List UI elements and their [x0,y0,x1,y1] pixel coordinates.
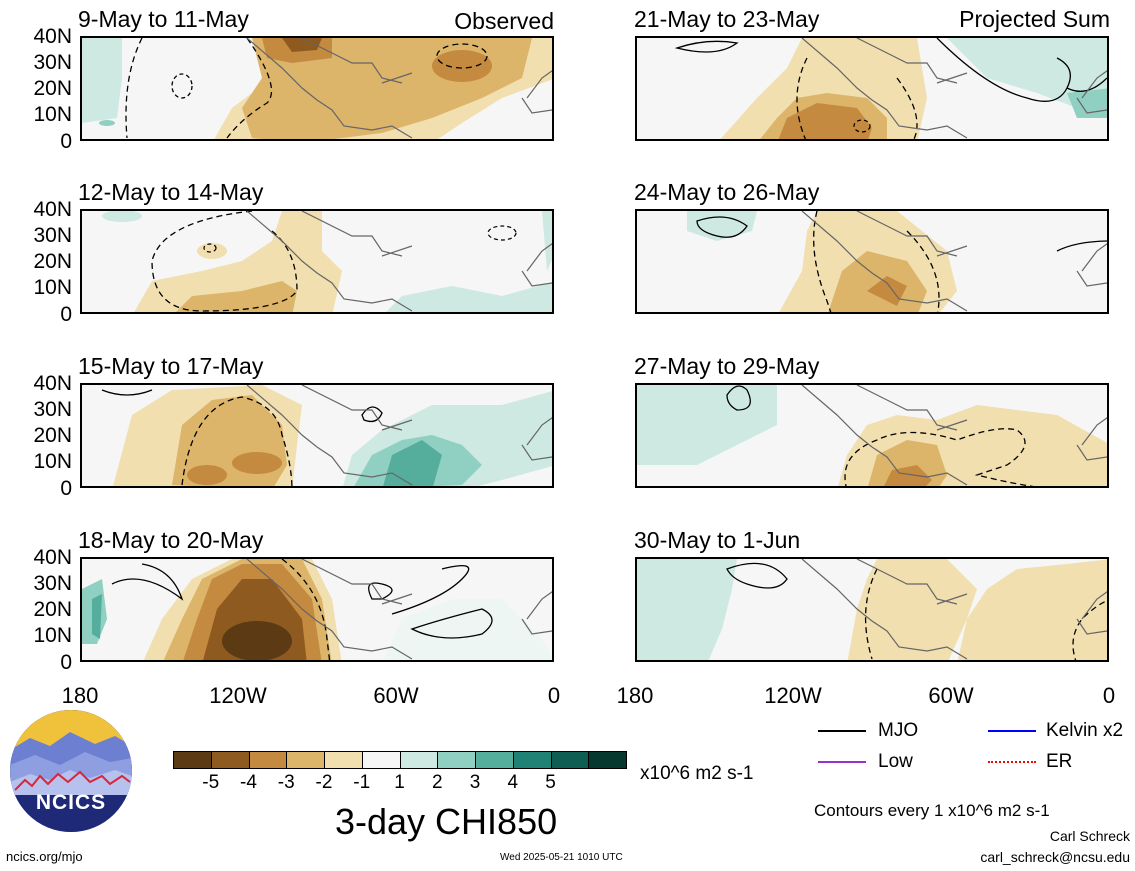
lon-label-60w: 60W [373,683,419,708]
colorbar-tick-label: 5 [545,772,556,793]
panel-1-title: 9-May to 11-May [78,6,249,32]
author-name: Carl Schreck [1049,828,1130,844]
panel-5-corner-label: Projected Sum [959,6,1110,32]
panel-3-title: 15-May to 17-May [78,353,264,379]
colorbar-swatch [286,751,325,769]
lat-label-0: 0 [60,303,72,326]
lat-label-20n: 20N [33,77,72,100]
colorbar-swatch [324,751,363,769]
legend-low-line [818,761,866,763]
colorbar-swatch [173,751,212,769]
lat-label-20n: 20N [33,424,72,447]
colorbar-tick-label: -1 [353,772,371,793]
legend-kelvin-label: Kelvin x2 [1046,720,1124,741]
lon-label-180: 180 [61,683,99,708]
legend-kelvin-line [988,730,1036,732]
colorbar-swatch [550,751,590,769]
panel-1-corner-label: Observed [454,8,554,34]
map-panel-7 [635,383,1109,488]
lat-label-30n: 30N [33,51,72,74]
colorbar-tick-label: -5 [202,772,220,793]
colorbar-tick-label: -3 [277,772,295,793]
lon-label-120w: 120W [764,683,822,708]
lat-label-30n: 30N [33,398,72,421]
lat-label-30n: 30N [33,224,72,247]
colorbar-swatch [361,751,401,769]
colorbar-swatch [475,751,514,769]
lat-label-0: 0 [60,130,72,153]
map-panel-6 [635,209,1109,314]
colorbar-tick-label: 4 [507,772,519,793]
ncics-logo[interactable]: NCICS [10,710,132,832]
lat-label-10n: 10N [33,276,72,299]
contour-note: Contours every 1 x10^6 m2 s-1 [814,801,1050,820]
lon-label-180: 180 [616,683,654,708]
legend-mjo-line [818,730,866,732]
author-email[interactable]: carl_schreck@ncsu.edu [980,849,1130,865]
panel-2-title: 12-May to 14-May [78,179,264,205]
lat-label-30n: 30N [33,572,72,595]
lat-label-10n: 10N [33,103,72,126]
lat-label-0: 0 [60,477,72,500]
lat-label-40n: 40N [33,25,72,48]
panel-8-title: 30-May to 1-Jun [634,527,801,553]
lon-label-120w: 120W [209,683,267,708]
map-panel-2 [80,209,554,314]
colorbar-units: x10^6 m2 s-1 [640,763,754,784]
map-panel-3 [80,383,554,488]
lon-label-0: 0 [1102,683,1116,708]
lon-label-60w: 60W [928,683,974,708]
colorbar-swatch [210,751,250,769]
panel-6-title: 24-May to 26-May [634,179,820,205]
panel-7-title: 27-May to 29-May [634,353,820,379]
map-panel-1 [80,36,554,141]
colorbar-swatch [437,751,476,769]
legend-er-line [988,761,1036,763]
lon-label-0: 0 [547,683,561,708]
panel-4-title: 18-May to 20-May [78,527,264,553]
panel-5-title: 21-May to 23-May [634,6,820,32]
lat-label-40n: 40N [33,372,72,395]
legend-mjo-label: MJO [878,720,919,741]
website-link[interactable]: ncics.org/mjo [6,849,83,864]
colorbar-swatch [588,751,627,769]
lat-label-0: 0 [60,651,72,674]
colorbar-tick-label: 2 [431,772,443,793]
lat-label-40n: 40N [33,546,72,569]
lat-label-20n: 20N [33,250,72,273]
field-title: 3-day CHI850 [335,801,558,842]
colorbar-swatch [399,751,439,769]
logo-text: NCICS [35,791,107,814]
colorbar-tick-label: -2 [315,772,333,793]
colorbar-tick-label: 1 [394,772,405,793]
lat-label-20n: 20N [33,598,72,621]
colorbar-swatch [248,751,288,769]
colorbar-tick-label: -4 [240,772,257,793]
legend-er-label: ER [1046,751,1073,772]
lat-label-10n: 10N [33,624,72,647]
legend-low-label: Low [878,751,913,772]
lat-label-10n: 10N [33,450,72,473]
map-panel-4 [80,557,554,662]
timestamp: Wed 2025-05-21 1010 UTC [500,852,623,863]
map-panel-8 [635,557,1109,662]
lat-label-40n: 40N [33,198,72,221]
map-panel-5 [635,36,1109,141]
colorbar-swatch [512,751,552,769]
colorbar-tick-label: 3 [469,772,481,793]
